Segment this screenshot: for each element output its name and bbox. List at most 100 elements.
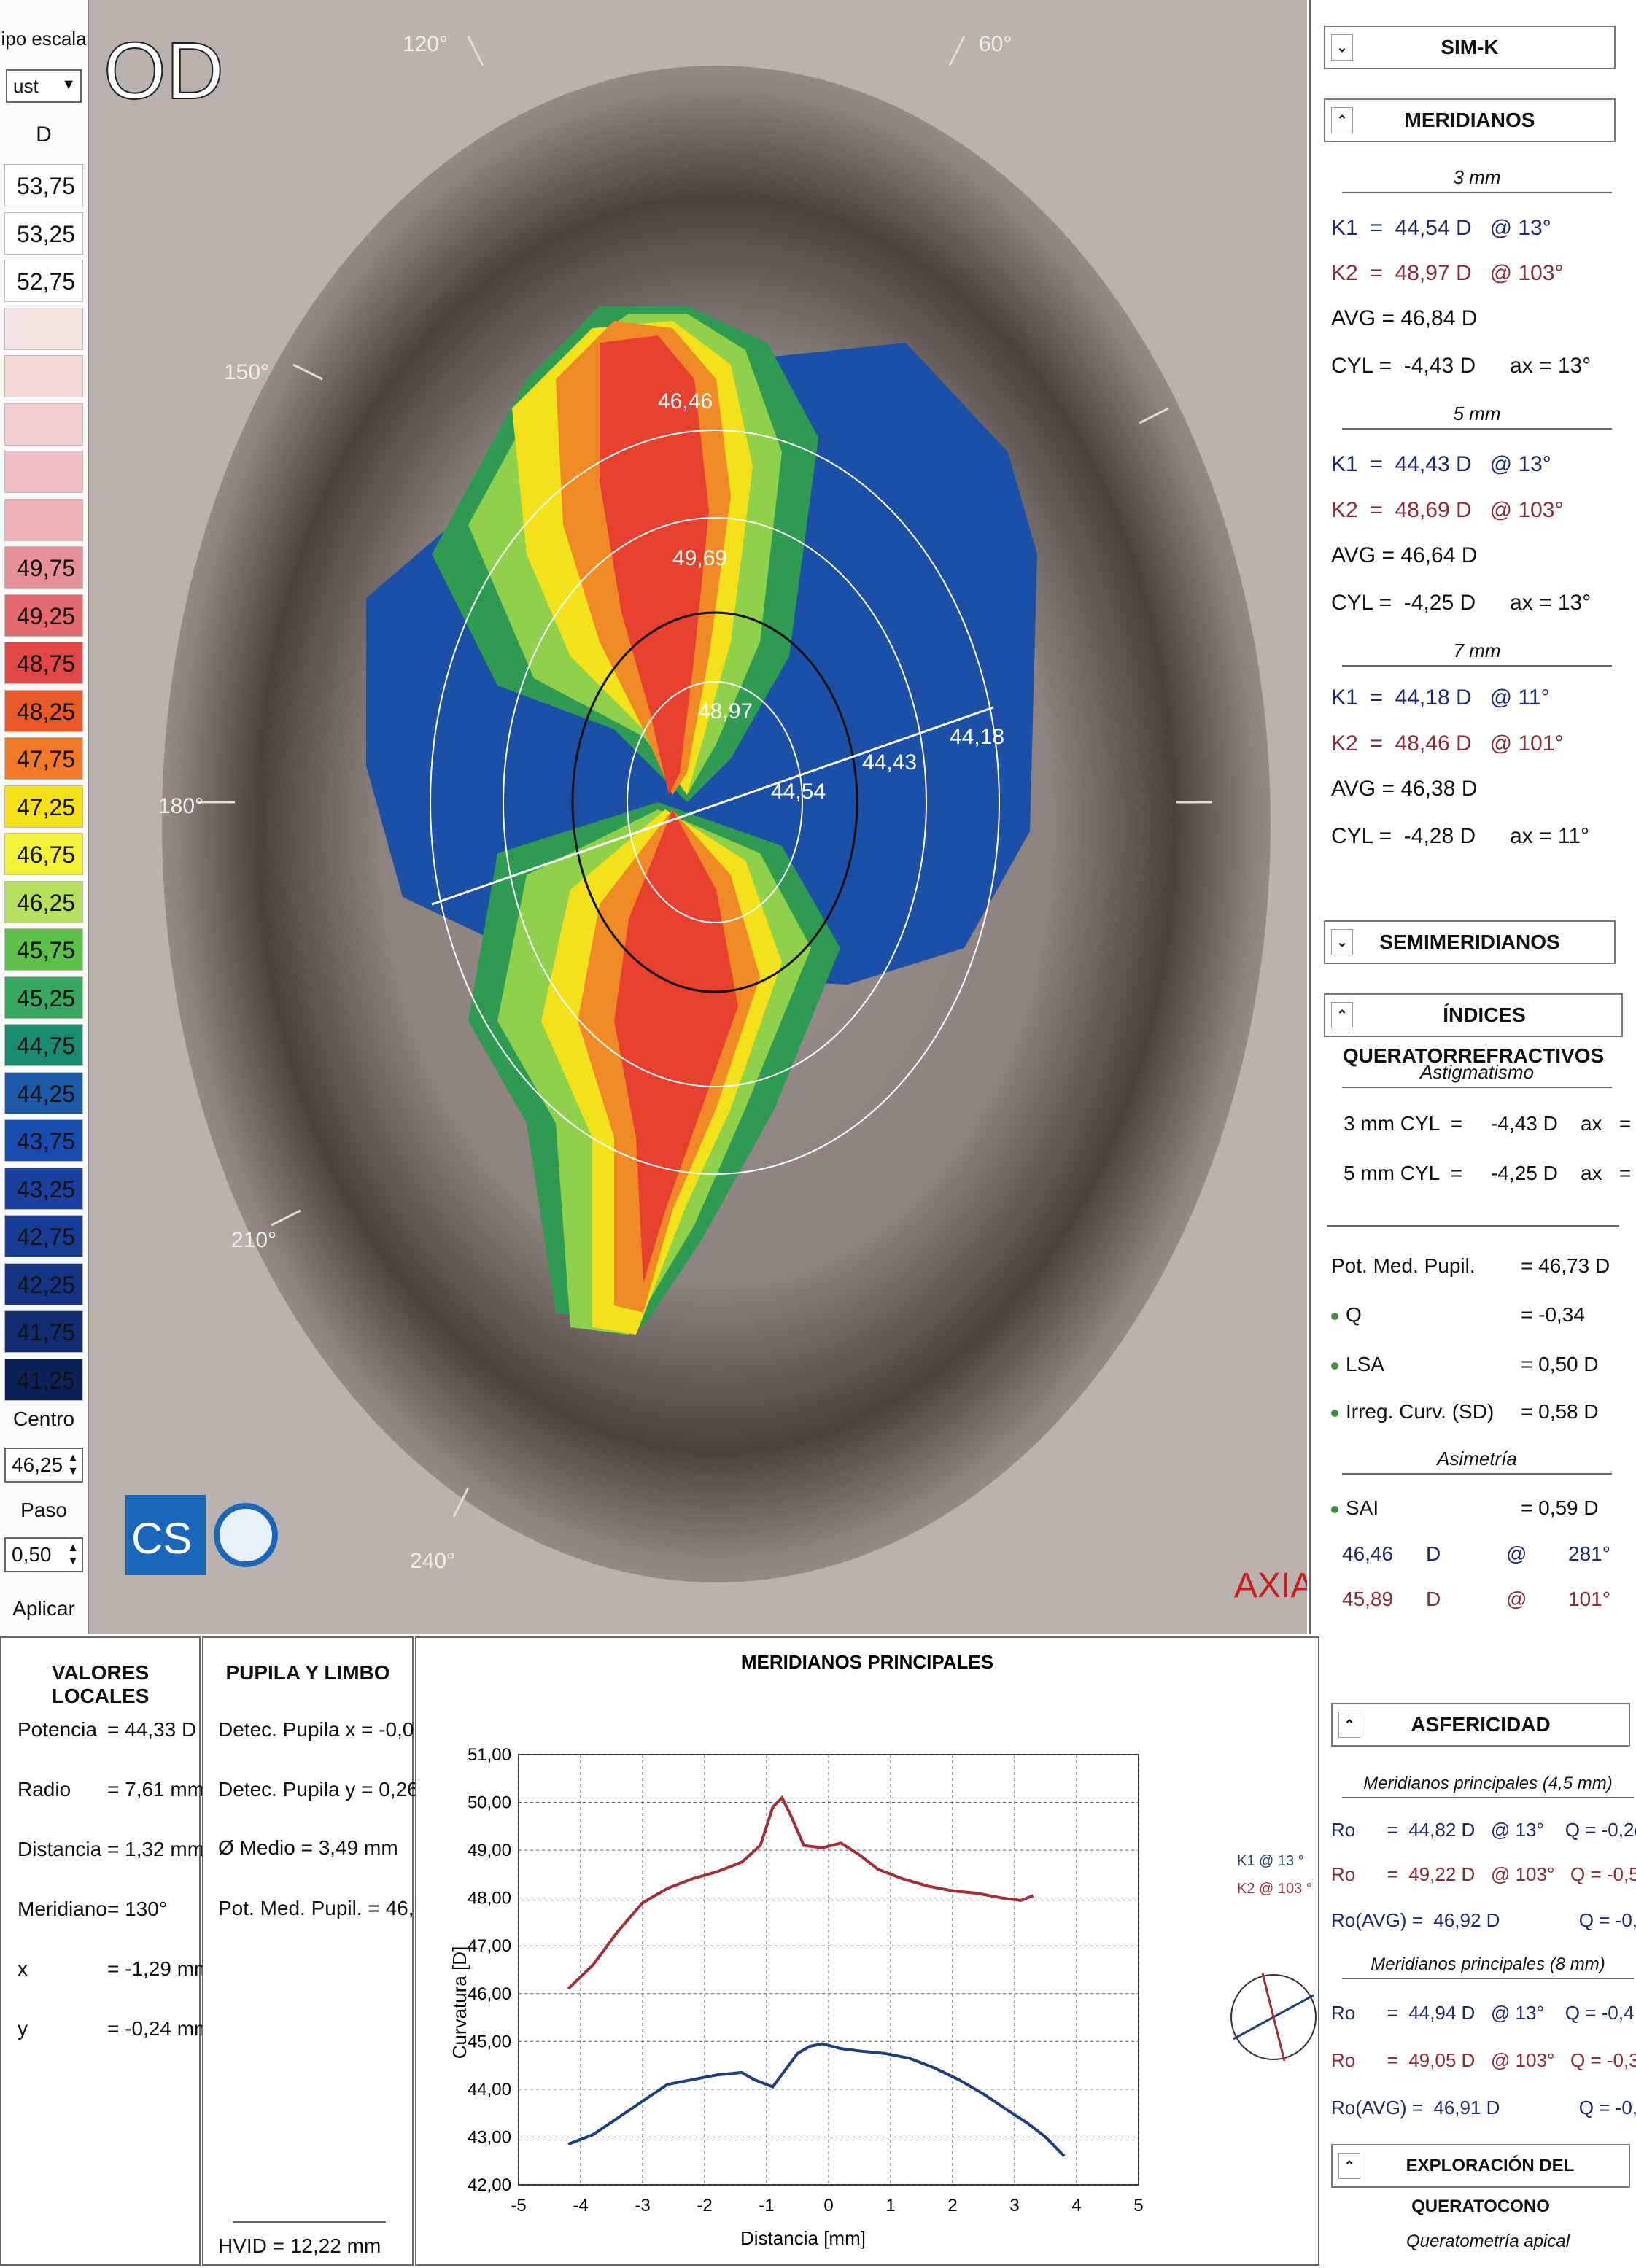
pupil-value: = 46,73 D xyxy=(1521,1254,1610,1277)
axis-value: ax = 11° xyxy=(1510,824,1590,848)
collapse-icon[interactable]: ⌃ xyxy=(1338,2153,1360,2179)
axial-label: AXIAL xyxy=(1234,1566,1307,1605)
valores-key: Potencia xyxy=(18,1718,97,1741)
scale-cell: 49,75 xyxy=(4,546,83,589)
angle-180: 180° xyxy=(158,794,203,818)
asf-row: Ro(AVG) = 46,92 D Q = -0,40 xyxy=(1331,1909,1636,1931)
spinner-icon[interactable]: ▲ ▼ xyxy=(67,1452,79,1477)
explor-title: EXPLORACIÓN DEL QUERATOCONO xyxy=(1406,2156,1575,2216)
chevron-down-icon: ▼ xyxy=(61,77,76,93)
scale-cell: 44,75 xyxy=(4,1024,83,1066)
scale-cell: 41,75 xyxy=(4,1310,83,1353)
y-tick-label: 49,00 xyxy=(468,1841,511,1860)
k2-value: K2 = 48,46 D @ 101° xyxy=(1331,731,1564,756)
zone-label: 3 mm xyxy=(1342,166,1612,193)
zone-red-lower xyxy=(614,809,738,1283)
asfericidad-header[interactable]: ⌃ ASFERICIDAD xyxy=(1331,1703,1630,1747)
scale-type-select[interactable]: ust ▼ xyxy=(6,69,82,103)
asf-row: Ro = 49,05 D @ 103° Q = -0,3 xyxy=(1331,2049,1636,2071)
simk-header[interactable]: ⌄ SIM-K xyxy=(1324,26,1616,69)
valores-key: x xyxy=(18,1957,28,1980)
simk-title: SIM-K xyxy=(1441,36,1499,58)
centro-label: Centro xyxy=(12,1407,75,1430)
x-ticks: -5 -4 -3 -2 -1 0 1 2 3 4 5 xyxy=(511,2196,1143,2215)
cyl-value: CYL = -4,28 D xyxy=(1331,824,1476,848)
scale-cell xyxy=(4,355,83,397)
semimeridianos-header[interactable]: ⌄ SEMIMERIDIANOS xyxy=(1324,920,1616,964)
meridianos-header[interactable]: ⌃ MERIDIANOS xyxy=(1324,98,1616,142)
scale-cell: 43,25 xyxy=(4,1167,83,1210)
x-axis-label: Distancia [mm] xyxy=(740,2227,866,2249)
paso-input[interactable]: 0,50 ▲ ▼ xyxy=(4,1537,83,1572)
x-tick-label: 5 xyxy=(1133,2196,1143,2215)
astig-row: 5 mm CYL = -4,25 D ax = 13° xyxy=(1344,1162,1632,1184)
valores-value: = -0,24 mm xyxy=(107,2017,212,2040)
collapse-icon[interactable]: ⌃ xyxy=(1331,1002,1353,1028)
scale-cell: 46,25 xyxy=(4,880,83,923)
spinner-icon[interactable]: ▲ ▼ xyxy=(67,1542,79,1567)
k2-value: K2 = 48,69 D @ 103° xyxy=(1331,498,1564,522)
sai-row: SAI xyxy=(1331,1496,1379,1520)
avg-value: AVG = 46,38 D xyxy=(1331,777,1478,801)
asf-row: Ro(AVG) = 46,91 D Q = -0,3 xyxy=(1331,2097,1636,2119)
expand-icon[interactable]: ⌄ xyxy=(1331,929,1353,955)
angle-240: 240° xyxy=(410,1549,455,1573)
valores-key: Radio xyxy=(18,1778,71,1801)
y-tick-label: 43,00 xyxy=(468,2127,511,2147)
y-tick-label: 48,00 xyxy=(468,1889,511,1908)
legend-k1: K1 @ 13 ° xyxy=(1237,1853,1304,1869)
y-axis-label: Curvatura [D] xyxy=(449,1946,470,2059)
explor-sub: Queratometría apical xyxy=(1406,2232,1570,2251)
collapse-icon[interactable]: ⌃ xyxy=(1338,1712,1360,1738)
centro-input[interactable]: 46,25 ▲ ▼ xyxy=(4,1448,83,1483)
collapse-icon[interactable]: ⌃ xyxy=(1331,107,1353,133)
cso-logo-text: CS xyxy=(131,1514,192,1563)
sai-label: SAI xyxy=(1346,1496,1379,1519)
expand-icon[interactable]: ⌄ xyxy=(1331,34,1353,61)
astig-label: Astigmatismo xyxy=(1342,1061,1612,1088)
indices-header[interactable]: ⌃ ÍNDICES QUERATORREFRACTIVOS xyxy=(1324,993,1623,1067)
topography-map[interactable]: OD 120° 60° 150° 180° 210° 240° 46,46 49… xyxy=(89,0,1307,1634)
status-dot-icon xyxy=(1331,1362,1338,1370)
meridianos-chart: MERIDIANOS PRINCIPALES -5 -4 -3 -2 -1 0 1 2 3 4 5 … xyxy=(449,1651,1317,2249)
scale-cell: 52,75 xyxy=(4,260,83,302)
apply-button[interactable]: Aplicar xyxy=(12,1597,75,1620)
meridianos-title: MERIDIANOS xyxy=(1404,109,1535,131)
valores-key: y xyxy=(18,2017,28,2040)
x-tick-label: -4 xyxy=(573,2196,588,2215)
valores-key: Distancia xyxy=(18,1838,102,1860)
scale-cell: 53,25 xyxy=(4,211,83,255)
zone-label: 5 mm xyxy=(1342,403,1612,430)
chart-title: MERIDIANOS PRINCIPALES xyxy=(741,1651,993,1673)
series-k2-line xyxy=(567,1795,1034,1990)
valores-title: VALORES LOCALES xyxy=(51,1661,150,1707)
scale-cell: 53,75 xyxy=(4,164,83,206)
x-tick-label: -1 xyxy=(759,2196,774,2215)
asim-unit: D xyxy=(1426,1542,1441,1565)
scale-unit: D xyxy=(36,123,52,147)
eye-label: OD xyxy=(104,26,224,116)
scale-cell: 48,75 xyxy=(4,642,83,684)
scale-cell: 42,75 xyxy=(4,1215,83,1257)
explor-header[interactable]: ⌃ EXPLORACIÓN DEL QUERATOCONO xyxy=(1331,2144,1630,2216)
asim-angle: 101° xyxy=(1568,1588,1610,1610)
y-tick-label: 51,00 xyxy=(468,1745,511,1765)
status-dot-icon xyxy=(1331,1409,1338,1417)
valores-value: = 44,33 D xyxy=(107,1718,197,1741)
k1-value: K1 = 44,18 D @ 11° xyxy=(1331,686,1550,710)
valores-locales-panel: VALORES LOCALES Potencia = 44,33 D Radio = … xyxy=(0,1636,211,2266)
series-k1-line xyxy=(567,2042,1066,2158)
pupil-label: Pot. Med. Pupil. xyxy=(1331,1254,1476,1277)
asim-value: 46,46 xyxy=(1342,1542,1394,1565)
ring-outer xyxy=(430,430,1000,1175)
scale-cell xyxy=(4,451,83,493)
camera-icon[interactable] xyxy=(214,1503,278,1567)
lsa-row: LSA xyxy=(1331,1353,1384,1376)
lsa-value: = 0,50 D xyxy=(1521,1353,1599,1375)
x-tick-label: 0 xyxy=(823,2196,833,2215)
y-tick-label: 46,00 xyxy=(468,1984,511,2004)
k1-value: K1 = 44,43 D @ 13° xyxy=(1331,452,1551,476)
angle-210: 210° xyxy=(231,1228,276,1252)
scale-cell: 49,25 xyxy=(4,594,83,637)
irreg-row: Irreg. Curv. (SD) xyxy=(1331,1400,1494,1424)
